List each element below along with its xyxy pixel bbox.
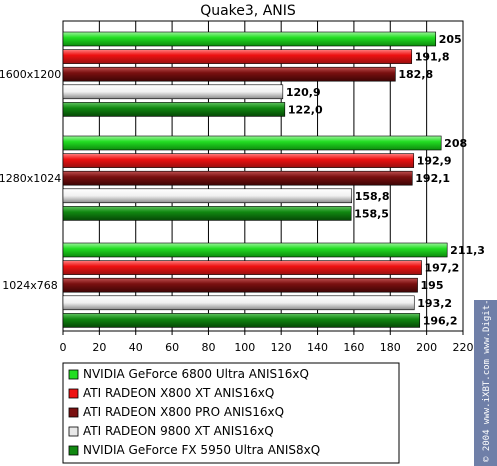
legend-label: NVIDIA GeForce FX 5950 Ultra ANIS8xQ xyxy=(83,443,320,457)
bar xyxy=(62,135,442,151)
legend: NVIDIA GeForce 6800 Ultra ANIS16xQ ATI RA… xyxy=(68,367,320,457)
category-label: 1600x1200 xyxy=(0,68,61,81)
legend-swatch xyxy=(68,388,79,399)
x-tick-label: 180 xyxy=(380,341,401,354)
value-labels: 205 191,8 182,8 120,9 122,0 208 192,9 192,1 158,… xyxy=(286,33,485,327)
bar xyxy=(62,102,286,117)
x-tick-label: 20 xyxy=(92,341,106,354)
watermark-text: © 2004 www.iXBT.com www.Digit-Life.com xyxy=(482,256,492,462)
bar-value-label: 122,0 xyxy=(288,103,323,116)
legend-box xyxy=(62,362,400,464)
bars xyxy=(62,31,448,328)
category-labels: 1600x1200 1280x1024 1024x768 xyxy=(0,68,61,292)
legend-label: ATI RADEON X800 PRO ANIS16xQ xyxy=(83,405,284,419)
bar xyxy=(62,260,422,275)
bar-value-label: 192,1 xyxy=(415,172,450,185)
bar xyxy=(62,206,352,221)
x-tick-label: 100 xyxy=(234,341,255,354)
category-label: 1024x768 xyxy=(2,279,58,292)
bar-value-label: 197,2 xyxy=(425,262,460,275)
bar xyxy=(62,277,418,293)
x-axis-ticks: 0 20 40 60 80 100 120 140 160 180 200 220 xyxy=(60,331,474,354)
x-tick-label: 140 xyxy=(307,341,328,354)
x-tick-label: 60 xyxy=(165,341,179,354)
bar-value-label: 211,3 xyxy=(450,244,485,257)
legend-label: NVIDIA GeForce 6800 Ultra ANIS16xQ xyxy=(83,367,309,381)
x-tick-label: 0 xyxy=(60,341,67,354)
legend-label: ATI RADEON 9800 XT ANIS16xQ xyxy=(83,424,274,438)
legend-swatch xyxy=(68,369,79,380)
legend-swatch xyxy=(68,407,79,418)
bar-value-label: 208 xyxy=(444,137,467,150)
bar xyxy=(62,31,437,47)
x-tick-label: 40 xyxy=(129,341,143,354)
bar-value-label: 182,8 xyxy=(398,68,433,81)
legend-swatch xyxy=(68,445,79,456)
bar-value-label: 193,2 xyxy=(417,297,452,310)
legend-label: ATI RADEON X800 XT ANIS16xQ xyxy=(83,386,274,400)
watermark-strip xyxy=(474,300,497,466)
bar xyxy=(62,242,448,258)
bar xyxy=(62,66,396,82)
bar xyxy=(62,313,421,328)
chart-title: Quake3, ANIS xyxy=(200,3,296,19)
bar-value-label: 192,9 xyxy=(417,155,452,168)
bar xyxy=(62,49,413,64)
bar-value-label: 195 xyxy=(421,279,444,292)
bar-value-label: 120,9 xyxy=(286,86,321,99)
x-tick-label: 160 xyxy=(343,341,364,354)
category-label: 1280x1024 xyxy=(0,172,61,185)
bar-value-label: 158,8 xyxy=(355,190,390,203)
bar-value-label: 191,8 xyxy=(415,51,450,64)
legend-swatch xyxy=(68,426,79,437)
bar-value-label: 205 xyxy=(439,33,462,46)
bar xyxy=(62,295,415,311)
bar xyxy=(62,153,415,168)
bar xyxy=(62,84,284,100)
x-tick-label: 120 xyxy=(271,341,292,354)
bar xyxy=(62,170,413,186)
bar xyxy=(62,188,353,204)
bar-value-label: 158,5 xyxy=(354,207,389,220)
x-tick-label: 80 xyxy=(201,341,215,354)
x-tick-label: 200 xyxy=(416,341,437,354)
x-tick-label: 220 xyxy=(453,341,474,354)
bar-value-label: 196,2 xyxy=(423,314,458,327)
